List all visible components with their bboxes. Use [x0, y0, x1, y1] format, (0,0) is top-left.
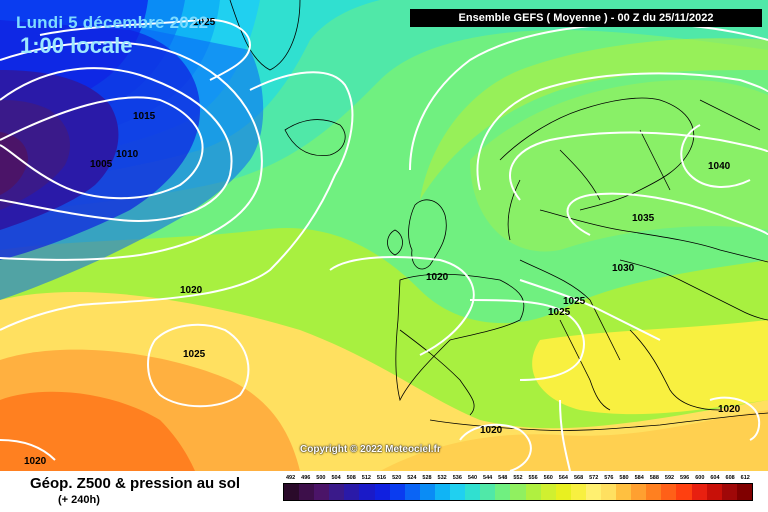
isobar-label: 1035 — [632, 213, 655, 224]
scale-tick-label: 572 — [589, 475, 599, 481]
scale-tick-label: 536 — [452, 475, 462, 481]
isobar-label: 1025 — [563, 296, 586, 307]
isobar-label: 1040 — [708, 161, 731, 172]
scale-tick-label: 556 — [528, 475, 538, 481]
color-scale-legend: 492 496 500 504 508 512 516 520 524 528 532 536 540 5… — [283, 475, 753, 509]
scale-swatch — [465, 484, 481, 500]
scale-swatch — [661, 484, 677, 500]
isobar-label: 1025 — [548, 307, 571, 318]
scale-swatch — [676, 484, 692, 500]
weather-map: 1015 1010 1005 1020 1025 1020 1025 1025 … — [0, 0, 768, 471]
scale-swatch — [616, 484, 632, 500]
scale-swatch — [374, 484, 390, 500]
forecast-date: Lundi 5 décembre 2022 — [16, 13, 209, 32]
scale-swatch — [389, 484, 405, 500]
scale-swatch — [600, 484, 617, 500]
scale-swatch — [450, 484, 466, 500]
scale-tick-label: 508 — [346, 475, 356, 481]
scale-swatch — [736, 484, 752, 500]
scale-swatch — [359, 484, 375, 500]
scale-swatch — [434, 484, 451, 500]
isobar-label: 1015 — [133, 111, 156, 122]
scale-swatch — [419, 484, 435, 500]
isobar-label: 1005 — [90, 159, 113, 170]
isobar-label: 1020 — [180, 285, 203, 296]
scale-tick-label: 504 — [331, 475, 341, 481]
scale-tick-label: 568 — [573, 475, 584, 481]
scale-tick-label: 592 — [664, 475, 675, 481]
scale-swatch — [646, 484, 662, 500]
scale-bar — [283, 483, 753, 501]
scale-swatch — [480, 484, 496, 500]
scale-tick-label: 544 — [483, 475, 493, 481]
scale-swatch — [299, 484, 315, 500]
isobar-label: 1025 — [183, 349, 206, 360]
isobar-label: 1020 — [24, 456, 47, 467]
scale-swatch — [284, 484, 300, 500]
scale-tick-label: 528 — [422, 475, 432, 481]
scale-tick-label: 584 — [634, 475, 644, 481]
scale-tick-label: 524 — [407, 475, 417, 481]
forecast-local-time: 1:00 locale — [20, 33, 133, 58]
scale-swatch — [585, 484, 601, 500]
scale-swatch — [329, 484, 345, 500]
scale-tick-label: 580 — [619, 475, 629, 481]
scale-tick-label: 516 — [376, 475, 387, 481]
scale-swatch — [555, 484, 571, 500]
scale-swatch — [540, 484, 556, 500]
isobar-label: 1030 — [612, 263, 635, 274]
scale-tick-label: 576 — [604, 475, 614, 481]
map-title: Géop. Z500 & pression au sol — [30, 475, 241, 492]
scale-tick-label: 548 — [498, 475, 508, 481]
model-run-info: Ensemble GEFS ( Moyenne ) - 00 Z du 25/1… — [410, 9, 762, 27]
scale-swatch — [314, 484, 330, 500]
isobar-label: 1020 — [718, 404, 741, 415]
scale-tick-label: 560 — [543, 475, 553, 481]
scale-tick-label: 600 — [695, 475, 705, 481]
scale-tick-label: 532 — [437, 475, 447, 481]
scale-tick-label: 540 — [467, 475, 478, 481]
scale-swatch — [631, 484, 647, 500]
scale-swatch — [525, 484, 541, 500]
scale-tick-label: 512 — [361, 475, 371, 481]
scale-swatch — [495, 484, 511, 500]
scale-tick-label: 588 — [649, 475, 659, 481]
forecast-lead-time: (+ 240h) — [58, 494, 100, 506]
scale-tick-label: 564 — [558, 475, 568, 481]
map-footer: Géop. Z500 & pression au sol (+ 240h) 49… — [0, 471, 768, 512]
scale-tick-label: 520 — [392, 475, 402, 481]
isobar-label: 1010 — [116, 149, 139, 160]
isobar-label: 1020 — [426, 272, 449, 283]
scale-swatch — [721, 484, 737, 500]
copyright-notice: Copyright © 2022 Meteociel.fr — [300, 444, 441, 455]
scale-tick-label: 500 — [316, 475, 326, 481]
scale-tick-label: 612 — [740, 475, 750, 481]
scale-tick-label: 496 — [301, 475, 311, 481]
scale-swatch — [510, 484, 526, 500]
scale-tick-label: 596 — [680, 475, 690, 481]
scale-swatch — [706, 484, 722, 500]
scale-labels: 492 496 500 504 508 512 516 520 524 528 532 536 540 5… — [283, 475, 753, 481]
coastlines — [229, 0, 768, 431]
isobars — [0, 18, 768, 471]
scale-tick-label: 608 — [725, 475, 735, 481]
scale-swatch — [404, 484, 420, 500]
scale-swatch — [344, 484, 360, 500]
scale-swatch — [691, 484, 707, 500]
scale-swatch — [570, 484, 586, 500]
isobar-label: 1025 — [193, 17, 216, 28]
scale-tick-label: 604 — [710, 475, 720, 481]
scale-tick-label: 492 — [285, 475, 296, 481]
isobar-label: 1020 — [480, 425, 503, 436]
scale-tick-label: 552 — [513, 475, 523, 481]
